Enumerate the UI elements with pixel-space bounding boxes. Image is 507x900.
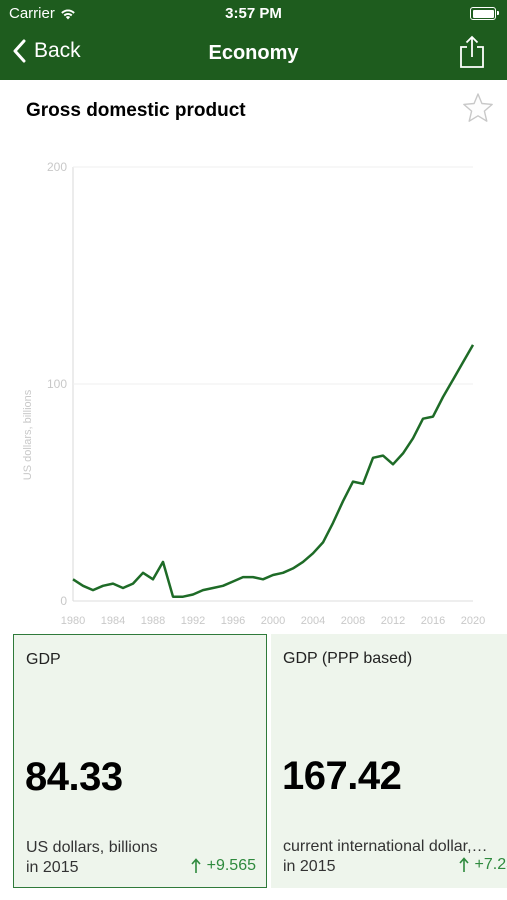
card-change: +7.23 xyxy=(458,856,507,874)
wifi-icon xyxy=(61,8,75,19)
y-tick-label: 0 xyxy=(60,594,67,608)
x-tick-label: 2008 xyxy=(341,615,365,627)
chevron-left-icon xyxy=(13,39,26,63)
x-tick-label: 2020 xyxy=(461,615,485,627)
arrow-up-icon xyxy=(458,857,469,872)
back-button[interactable]: Back xyxy=(12,39,81,63)
battery-icon xyxy=(470,7,499,20)
arrow-up-icon xyxy=(191,858,201,873)
card-unit: current international dollar,… xyxy=(283,838,488,855)
card-change: +9.565 xyxy=(191,857,256,875)
navigation-bar: Back Economy xyxy=(0,28,507,80)
clock: 3:57 PM xyxy=(225,5,282,22)
indicator-card[interactable]: GDP (PPP based) 167.42 current internation… xyxy=(271,634,507,888)
x-tick-label: 1996 xyxy=(221,615,245,627)
card-title: GDP xyxy=(26,651,61,668)
carrier-label: Carrier xyxy=(9,5,55,22)
star-icon[interactable] xyxy=(462,92,494,124)
x-tick-label: 2004 xyxy=(301,615,325,627)
card-year: in 2015 xyxy=(283,858,336,875)
carrier-indicator: Carrier xyxy=(9,5,76,22)
page-header: Gross domestic product xyxy=(0,80,507,142)
card-title: GDP (PPP based) xyxy=(283,650,413,667)
card-change-value: +7.23 xyxy=(474,856,507,873)
x-tick-label: 2012 xyxy=(381,615,405,627)
y-axis-label: US dollars, billions xyxy=(22,389,34,480)
gdp-line-chart: US dollars, billions 0 100 200 1980 1984 198… xyxy=(22,160,485,627)
y-tick-label: 100 xyxy=(47,377,67,391)
x-tick-label: 1992 xyxy=(181,615,205,627)
card-unit: US dollars, billions xyxy=(26,839,158,856)
card-change-value: +9.565 xyxy=(206,857,256,874)
x-tick-label: 1980 xyxy=(61,615,85,627)
card-value: 84.33 xyxy=(25,755,123,799)
x-tick-label: 1984 xyxy=(101,615,125,627)
x-tick-label: 2000 xyxy=(261,615,285,627)
back-label: Back xyxy=(34,39,81,62)
card-value: 167.42 xyxy=(282,754,402,798)
indicator-card[interactable]: GDP 84.33 US dollars, billions in 2015 +9.56… xyxy=(13,634,267,888)
indicator-cards: GDP 84.33 US dollars, billions in 2015 +9.56… xyxy=(13,634,507,888)
status-bar: Carrier 3:57 PM xyxy=(0,0,507,28)
card-year: in 2015 xyxy=(26,859,79,876)
x-tick-label: 1988 xyxy=(141,615,165,627)
x-tick-label: 2016 xyxy=(421,615,445,627)
page-title: Gross domestic product xyxy=(26,100,246,121)
gdp-series-line xyxy=(72,344,475,598)
share-icon[interactable] xyxy=(457,34,487,70)
y-tick-label: 200 xyxy=(47,160,67,174)
